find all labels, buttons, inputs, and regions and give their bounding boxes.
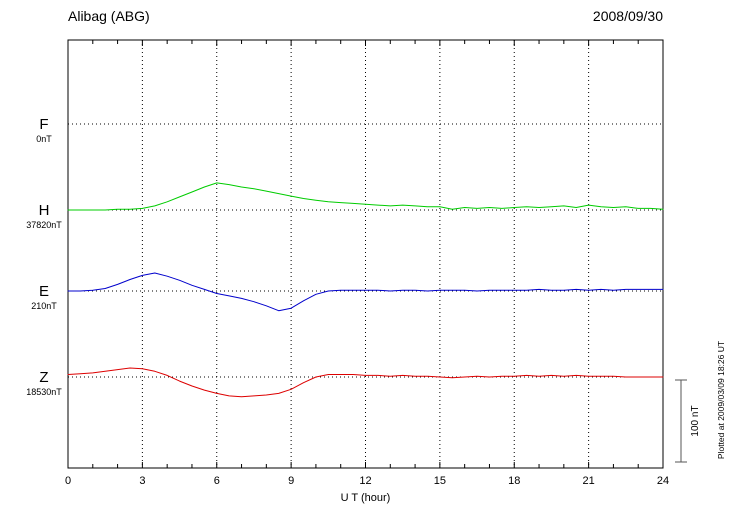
component-label-F: F — [39, 116, 48, 133]
x-tick-label: 18 — [508, 475, 520, 487]
trace-Z — [67, 367, 664, 398]
x-tick-label: 15 — [434, 475, 446, 487]
component-label-Z: Z — [39, 369, 48, 386]
trace-H — [67, 182, 664, 211]
x-tick-label: 24 — [657, 475, 669, 487]
component-baseline-value-H: 37820nT — [26, 220, 62, 230]
component-label-E: E — [39, 283, 49, 300]
x-tick-label: 21 — [583, 475, 595, 487]
x-tick-label: 0 — [65, 475, 71, 487]
component-baseline-value-E: 210nT — [31, 301, 57, 311]
station-title: Alibag (ABG) — [68, 8, 150, 24]
date-label: 2008/09/30 — [592, 8, 663, 24]
component-label-H: H — [39, 202, 50, 219]
plotted-at-caption: Plotted at 2009/03/09 18:26 UT — [716, 341, 726, 459]
x-axis-label: U T (hour) — [341, 492, 391, 504]
component-baseline-value-Z: 18530nT — [26, 387, 62, 397]
x-tick-label: 12 — [359, 475, 371, 487]
scale-bar-label: 100 nT — [690, 405, 701, 436]
x-tick-label: 9 — [288, 475, 294, 487]
x-tick-label: 3 — [139, 475, 145, 487]
trace-E — [67, 272, 664, 312]
x-tick-label: 6 — [214, 475, 220, 487]
component-baseline-value-F: 0nT — [36, 134, 52, 144]
